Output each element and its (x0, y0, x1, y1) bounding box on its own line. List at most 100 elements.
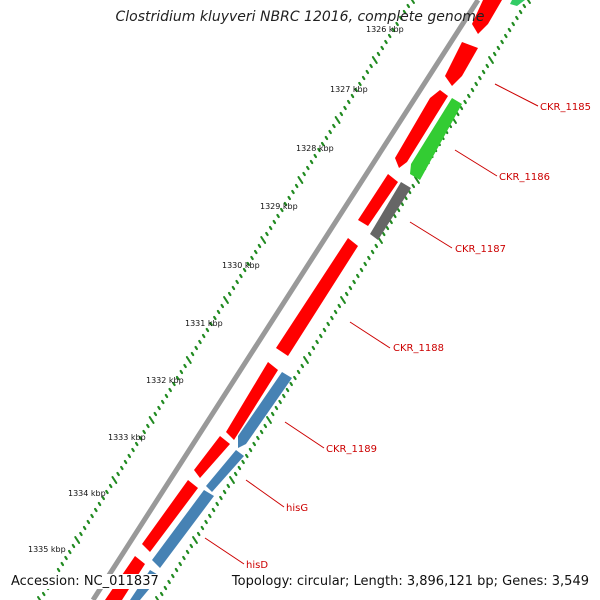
tick-mark (259, 429, 264, 435)
tick-mark (387, 33, 392, 39)
tick-mark (311, 345, 316, 351)
tick-mark (182, 555, 186, 561)
gene-arrow-top[interactable] (472, 0, 502, 34)
tick-mark (138, 435, 143, 441)
genome-backbone (90, 0, 481, 600)
tick-mark (511, 21, 515, 27)
tick-mark (192, 536, 198, 544)
tick-mark (200, 525, 205, 531)
tick-mark (246, 261, 251, 267)
tick-mark (294, 183, 299, 189)
tick-mark (226, 483, 231, 489)
tick-mark (250, 255, 254, 261)
tick-mark (339, 111, 344, 117)
tick-mark (167, 579, 171, 585)
tick-mark (67, 549, 72, 555)
gene-arrow-ckr-1188[interactable] (276, 238, 358, 356)
tick-mark (223, 296, 229, 304)
tick-mark (393, 213, 397, 219)
tick-mark (340, 296, 346, 304)
gene-green-top[interactable] (510, 0, 525, 6)
tick-mark (229, 476, 235, 484)
tick-mark (526, 0, 531, 4)
gene-label-ckr-1185[interactable]: CKR_1185 (540, 102, 591, 113)
tick-mark (324, 135, 329, 141)
tick-mark (500, 39, 504, 45)
tick-mark (344, 291, 349, 297)
tick-mark (231, 285, 236, 291)
kbp-label: 1326 kbp (366, 25, 404, 34)
tick-mark (157, 405, 161, 411)
tick-mark (296, 369, 301, 375)
tick-mark (485, 63, 490, 69)
tick-mark (474, 81, 478, 87)
tick-mark (302, 171, 306, 177)
tick-mark (406, 3, 411, 9)
tick-mark (297, 176, 304, 184)
tick-mark (496, 45, 501, 51)
tick-mark (174, 567, 179, 573)
tick-mark (101, 495, 106, 501)
tick-mark (283, 201, 288, 207)
tick-mark (208, 513, 212, 519)
gene-label-ckr-1187[interactable]: CKR_1187 (455, 244, 506, 255)
label-leader-lines (204, 83, 539, 565)
gene-arrow-ckr-1189-region[interactable] (226, 362, 278, 440)
tick-mark (120, 465, 124, 471)
gene-ckr-1186[interactable] (410, 98, 462, 180)
gene-arrow-ckr-1186-region[interactable] (395, 90, 448, 168)
tick-mark (313, 153, 318, 159)
gene-arrow-ckr-1187-region[interactable] (358, 174, 398, 226)
tick-mark (239, 273, 243, 279)
tick-mark (280, 207, 284, 213)
gene-arrow-hisg-region[interactable] (194, 436, 230, 478)
gene-label-hisg[interactable]: hisG (286, 503, 308, 514)
tick-mark (333, 309, 338, 315)
tick-mark (256, 435, 260, 441)
tick-mark (205, 327, 210, 333)
tick-mark (222, 489, 227, 495)
tick-mark (348, 285, 353, 291)
tick-mark (391, 27, 396, 33)
gene-label-hisd[interactable]: hisD (246, 560, 268, 571)
tick-mark (470, 87, 475, 93)
tick-mark (274, 405, 279, 411)
tick-mark (467, 93, 471, 99)
tick-mark (220, 303, 225, 309)
tick-mark (522, 3, 527, 9)
gene-hisg[interactable] (206, 450, 244, 492)
tick-mark (282, 393, 286, 399)
gene-hisg-blue[interactable] (238, 372, 292, 448)
tick-mark (307, 351, 312, 357)
reverse-strand-track (130, 0, 525, 600)
tick-mark (41, 591, 46, 597)
tick-mark (134, 441, 139, 447)
gene-label-ckr-1188[interactable]: CKR_1188 (393, 343, 444, 354)
tick-mark (518, 9, 523, 15)
accession-text: Accession: NC_011837 (9, 574, 161, 589)
tick-mark (159, 591, 164, 597)
kbp-label: 1331 kbp (185, 319, 223, 328)
tick-mark (374, 243, 379, 249)
gene-label-ckr-1189[interactable]: CKR_1189 (326, 444, 377, 455)
tick-mark (185, 356, 192, 364)
gene-label-ckr-1186[interactable]: CKR_1186 (499, 172, 550, 183)
gene-arrow-ckr-1185-region[interactable] (445, 42, 478, 86)
tick-mark (97, 501, 102, 507)
gene-hisd[interactable] (152, 490, 214, 568)
tick-mark (233, 471, 238, 477)
tick-mark (396, 207, 401, 213)
tick-mark (322, 327, 327, 333)
gene-ckr-1187[interactable] (370, 182, 411, 240)
tick-mark (204, 519, 208, 525)
tick-mark (123, 459, 128, 465)
gene-arrow-hisd-region[interactable] (142, 480, 198, 552)
tick-mark (309, 159, 314, 165)
tick-mark (56, 567, 61, 573)
forward-strand-track (105, 0, 502, 600)
tick-mark (248, 447, 253, 453)
tick-mark (350, 93, 355, 99)
tick-mark (127, 453, 132, 459)
tick-mark (515, 15, 519, 21)
